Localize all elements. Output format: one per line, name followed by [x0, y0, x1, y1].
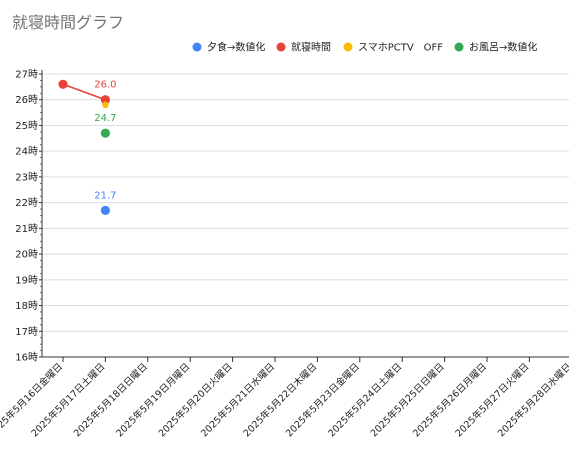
y-tick-label: 17時 — [15, 326, 38, 338]
data-point — [58, 79, 68, 89]
x-tick-label: 2025年5月27日火曜日 — [453, 361, 532, 440]
data-label: 21.7 — [94, 190, 116, 201]
y-tick-label: 26時 — [15, 94, 38, 106]
x-tick-label: 2025年5月24日土曜日 — [326, 361, 405, 440]
legend-label: お風呂→数値化 — [469, 41, 537, 54]
x-tick-label: 2025年5月25日日曜日 — [368, 361, 447, 440]
x-tick-label: 2025年5月18日日曜日 — [71, 361, 150, 440]
grid-lines — [42, 73, 569, 332]
x-tick-label: 2025年5月28日水曜日 — [495, 361, 569, 440]
series-layer: 21.7 26.0 24.7 — [58, 79, 117, 215]
legend-label: スマホPCTV OFF — [358, 42, 443, 54]
y-tick-label: 16時 — [15, 352, 38, 364]
x-tick-label: 2025年5月19日月曜日 — [114, 361, 193, 440]
chart-title: 就寝時間グラフ — [12, 13, 125, 32]
data-point — [100, 128, 110, 138]
legend-marker — [343, 42, 353, 52]
data-label: 24.7 — [94, 113, 116, 124]
x-tick-label: 2025年5月20日火曜日 — [156, 361, 235, 440]
legend: 夕食→数値化 就寝時間 スマホPCTV OFF お風呂→数値化 — [192, 41, 537, 54]
y-tick-label: 18時 — [15, 300, 38, 312]
y-tick-label: 27時 — [15, 69, 38, 81]
data-label: 26.0 — [94, 80, 116, 91]
y-tick-label: 24時 — [15, 146, 38, 158]
data-point — [100, 95, 110, 105]
x-tick-label: 2025年5月17日土曜日 — [29, 361, 108, 440]
data-point — [102, 101, 109, 109]
y-tick-label: 20時 — [15, 249, 38, 261]
y-tick-label: 25時 — [15, 120, 38, 132]
x-axis: 2025年5月16日金曜日2025年5月17日土曜日2025年5月18日日曜日2… — [0, 356, 569, 440]
series-line — [62, 83, 106, 101]
y-axis: 16時 17時 18時 19時 20時 21時 22時 23時 24時 25時 26時 27時 — [15, 69, 43, 364]
y-tick-label: 21時 — [15, 223, 38, 235]
y-tick-label: 22時 — [15, 197, 38, 209]
legend-marker — [454, 42, 464, 52]
y-tick-label: 23時 — [15, 171, 38, 183]
legend-marker — [276, 42, 286, 52]
legend-label: 就寝時間 — [291, 41, 331, 54]
data-point — [100, 205, 110, 215]
x-tick-label: 2025年5月21日水曜日 — [198, 361, 277, 440]
y-tick-label: 19時 — [15, 274, 38, 286]
legend-label: 夕食→数値化 — [207, 41, 265, 54]
x-tick-label: 2025年5月26日月曜日 — [410, 361, 489, 440]
x-tick-label: 2025年5月22日木曜日 — [241, 361, 320, 440]
legend-marker — [192, 42, 202, 52]
x-tick-label: 2025年5月23日金曜日 — [283, 361, 362, 440]
